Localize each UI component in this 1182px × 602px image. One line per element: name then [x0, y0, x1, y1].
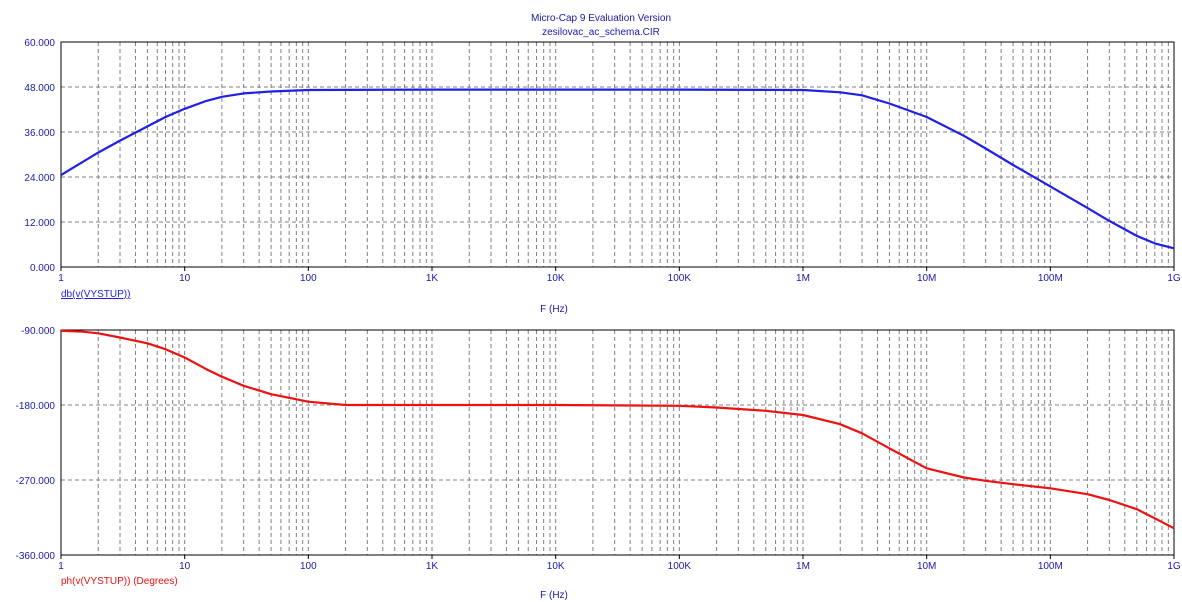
x-tick-label: 10K [547, 273, 565, 284]
phase-x-axis-label: F (Hz) [540, 590, 568, 601]
x-tick-label: 100K [668, 561, 692, 572]
phase-grid [61, 330, 1174, 555]
magnitude-grid [61, 42, 1174, 267]
window-title-line1: Micro-Cap 9 Evaluation Version [531, 13, 671, 24]
x-tick-label: 10M [917, 561, 936, 572]
x-tick-label: 100K [668, 273, 692, 284]
x-tick-label: 1G [1167, 561, 1181, 572]
y-tick-label: 12.000 [24, 218, 55, 229]
y-tick-label: -90.000 [21, 326, 55, 337]
y-tick-label: 48.000 [24, 83, 55, 94]
x-tick-label: 1M [796, 273, 810, 284]
y-tick-label: 0.000 [30, 263, 55, 274]
x-tick-label: 1 [58, 561, 64, 572]
y-tick-label: -180.000 [16, 401, 56, 412]
x-tick-label: 10 [179, 561, 191, 572]
magnitude-y-ticks: 60.000 48.000 36.000 24.000 12.000 0.000 [24, 38, 55, 274]
y-tick-label: 60.000 [24, 38, 55, 49]
magnitude-x-axis-label: F (Hz) [540, 304, 568, 315]
x-tick-label: 10M [917, 273, 936, 284]
x-tick-label: 10K [547, 561, 565, 572]
y-tick-label: -270.000 [16, 476, 56, 487]
magnitude-series [60, 88, 1175, 250]
phase-y-ticks: -90.000 -180.000 -270.000 -360.000 [16, 326, 56, 562]
x-tick-label: 1K [426, 273, 439, 284]
magnitude-x-ticks: 1 10 100 1K 10K 100K 1M 10M 100M 1G [58, 267, 1181, 284]
series-line [60, 329, 1175, 530]
series-line [60, 88, 1175, 250]
y-tick-label: 24.000 [24, 173, 55, 184]
phase-series-label: ph(v(VYSTUP)) (Degrees) [61, 576, 178, 587]
magnitude-plot-frame [60, 41, 1175, 268]
magnitude-series-label: db(v(VYSTUP)) [61, 289, 130, 300]
x-tick-label: 1M [796, 561, 810, 572]
x-tick-label: 10 [179, 273, 191, 284]
x-tick-label: 100 [300, 273, 317, 284]
x-tick-label: 100 [300, 561, 317, 572]
x-tick-label: 1G [1167, 273, 1181, 284]
x-tick-label: 100M [1038, 273, 1063, 284]
x-tick-label: 1 [58, 273, 64, 284]
window-title-line2: zesilovac_ac_schema.CIR [542, 27, 660, 38]
x-tick-label: 1K [426, 561, 439, 572]
phase-plot: -90.000 -180.000 -270.000 -360.000 1 10 100 1K… [16, 326, 1181, 601]
phase-series [60, 329, 1175, 530]
phase-x-ticks: 1 10 100 1K 10K 100K 1M 10M 100M 1G [58, 555, 1181, 572]
y-tick-label: 36.000 [24, 128, 55, 139]
phase-plot-frame [60, 329, 1175, 556]
y-tick-label: -360.000 [16, 551, 56, 562]
x-tick-label: 100M [1038, 561, 1063, 572]
